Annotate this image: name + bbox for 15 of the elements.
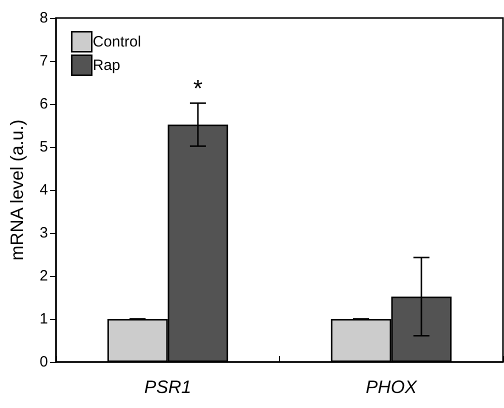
legend-label: Control <box>92 33 142 50</box>
y-tick-label: 3 <box>40 224 48 242</box>
y-tick-label: 7 <box>40 52 48 70</box>
y-tick-label: 4 <box>40 182 48 198</box>
y-tick-label: 2 <box>40 268 48 284</box>
y-tick-label: 0 <box>40 354 48 370</box>
x-tick-label: PSR1 <box>144 377 192 397</box>
annotation: * <box>193 76 203 103</box>
y-tick-label: 1 <box>40 310 48 328</box>
y-tick-label: 6 <box>40 96 48 112</box>
y-tick-label: 5 <box>40 138 48 156</box>
legend-label: Rap <box>92 56 120 74</box>
y-axis-title: mRNA level (a.u.) <box>7 119 27 261</box>
x-tick-label: PHOX <box>366 377 418 397</box>
y-tick-label: 8 <box>40 10 48 26</box>
